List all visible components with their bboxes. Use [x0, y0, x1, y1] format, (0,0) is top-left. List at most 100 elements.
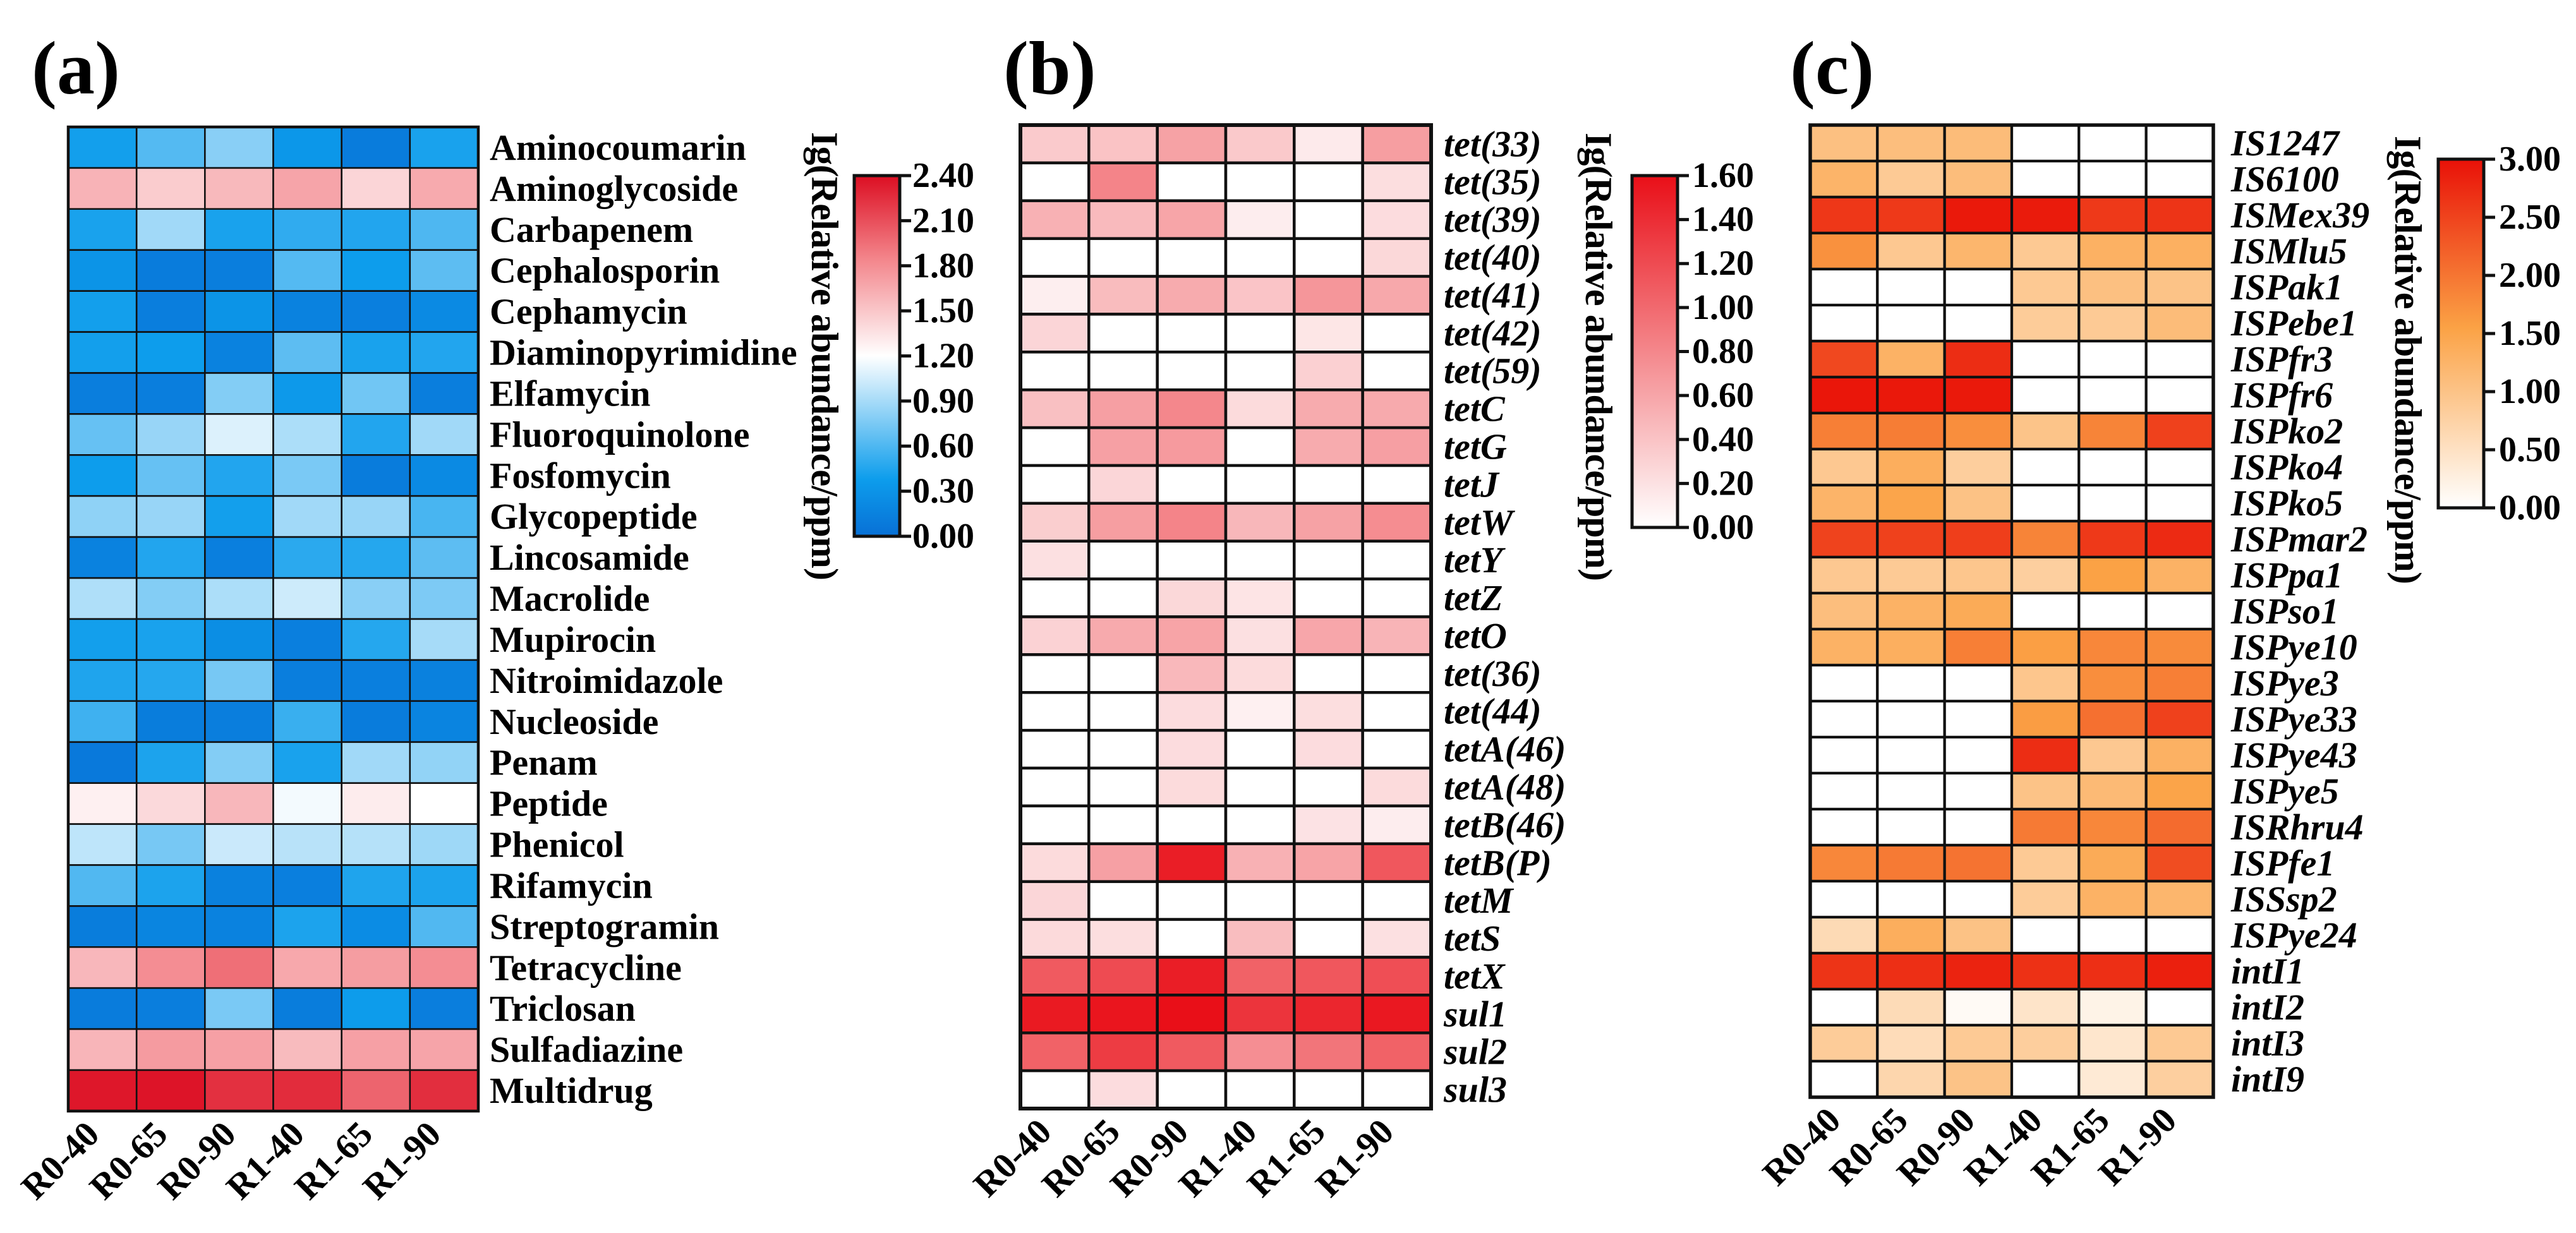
svg-text:ISPko2: ISPko2	[2230, 411, 2343, 452]
svg-text:tet(40): tet(40)	[1444, 237, 1542, 278]
svg-text:Fosfomycin: Fosfomycin	[490, 455, 671, 496]
svg-text:tetY: tetY	[1444, 539, 1506, 580]
svg-text:Cephamycin: Cephamycin	[490, 291, 687, 332]
svg-text:0.00: 0.00	[1692, 508, 1754, 547]
svg-text:ISMlu5: ISMlu5	[2230, 231, 2347, 272]
svg-text:tetW: tetW	[1444, 502, 1515, 543]
svg-text:Fluoroquinolone: Fluoroquinolone	[490, 414, 750, 455]
svg-text:Streptogramin: Streptogramin	[490, 906, 719, 947]
svg-text:0.60: 0.60	[1692, 376, 1754, 415]
svg-text:Tetracycline: Tetracycline	[490, 947, 682, 988]
svg-text:tetB(46): tetB(46)	[1444, 804, 1566, 845]
svg-text:1.80: 1.80	[912, 246, 974, 286]
svg-text:tetS: tetS	[1444, 918, 1501, 959]
svg-text:0.20: 0.20	[1692, 464, 1754, 503]
svg-text:3.00: 3.00	[2499, 140, 2561, 179]
svg-text:IS6100: IS6100	[2230, 159, 2339, 200]
svg-text:1.50: 1.50	[2499, 314, 2561, 353]
svg-text:Mupirocin: Mupirocin	[490, 619, 656, 660]
svg-text:sul1: sul1	[1443, 994, 1507, 1035]
svg-text:ISSsp2: ISSsp2	[2230, 879, 2337, 920]
svg-text:1.40: 1.40	[1692, 200, 1754, 239]
svg-text:sul3: sul3	[1443, 1069, 1507, 1110]
svg-text:Nucleoside: Nucleoside	[490, 701, 658, 742]
svg-text:0.40: 0.40	[1692, 420, 1754, 459]
svg-text:intI1: intI1	[2231, 951, 2304, 992]
svg-text:tetX: tetX	[1444, 956, 1506, 997]
svg-text:ISPpa1: ISPpa1	[2230, 555, 2343, 596]
svg-text:Nitroimidazole: Nitroimidazole	[490, 660, 723, 701]
svg-text:Peptide: Peptide	[490, 783, 608, 824]
svg-text:ISPebe1: ISPebe1	[2230, 303, 2357, 344]
svg-text:tet(39): tet(39)	[1444, 199, 1542, 240]
svg-text:1.00: 1.00	[2499, 372, 2561, 411]
svg-text:2.00: 2.00	[2499, 256, 2561, 295]
svg-text:ISPye10: ISPye10	[2230, 627, 2357, 668]
svg-text:ISPmar2: ISPmar2	[2230, 519, 2367, 560]
svg-text:0.60: 0.60	[912, 426, 974, 466]
svg-text:2.10: 2.10	[912, 201, 974, 240]
svg-text:Ig(Relative abundance/ppm): Ig(Relative abundance/ppm)	[2387, 136, 2429, 584]
svg-text:ISPak1: ISPak1	[2230, 267, 2343, 308]
svg-text:Rifamycin: Rifamycin	[490, 865, 653, 906]
svg-text:2.50: 2.50	[2499, 198, 2561, 237]
svg-text:1.50: 1.50	[912, 291, 974, 330]
svg-text:IS1247: IS1247	[2230, 123, 2340, 164]
svg-text:tet(44): tet(44)	[1444, 691, 1542, 732]
svg-text:Aminoglycoside: Aminoglycoside	[490, 168, 738, 209]
svg-text:ISPye3: ISPye3	[2230, 663, 2339, 704]
svg-text:tet(59): tet(59)	[1444, 351, 1542, 392]
svg-text:ISPko5: ISPko5	[2230, 483, 2343, 524]
svg-text:tetO: tetO	[1444, 615, 1507, 656]
svg-text:tet(36): tet(36)	[1444, 653, 1542, 694]
svg-text:Multidrug: Multidrug	[490, 1070, 653, 1111]
svg-text:tetM: tetM	[1444, 880, 1515, 921]
svg-text:ISMex39: ISMex39	[2230, 195, 2369, 236]
svg-text:tetJ: tetJ	[1444, 464, 1500, 505]
svg-text:ISRhru4: ISRhru4	[2230, 807, 2364, 848]
svg-text:Ig(Relative abundance/ppm): Ig(Relative abundance/ppm)	[804, 132, 845, 580]
svg-text:0.00: 0.00	[2499, 488, 2561, 527]
svg-text:sul2: sul2	[1443, 1032, 1507, 1073]
svg-text:Ig(Relative abundance/ppm): Ig(Relative abundance/ppm)	[1578, 133, 1619, 581]
svg-text:tetG: tetG	[1444, 426, 1507, 467]
svg-text:ISPye33: ISPye33	[2230, 699, 2357, 740]
svg-text:(c): (c)	[1790, 26, 1874, 110]
svg-text:tet(33): tet(33)	[1444, 123, 1542, 164]
svg-text:ISPko4: ISPko4	[2230, 447, 2343, 488]
svg-text:Carbapenem: Carbapenem	[490, 209, 693, 250]
svg-text:Lincosamide: Lincosamide	[490, 537, 689, 578]
svg-text:0.80: 0.80	[1692, 332, 1754, 371]
svg-text:tetZ: tetZ	[1444, 577, 1503, 618]
svg-text:ISPfr3: ISPfr3	[2230, 339, 2333, 380]
svg-text:Triclosan: Triclosan	[490, 988, 636, 1029]
svg-text:ISPso1: ISPso1	[2230, 591, 2339, 632]
svg-text:1.20: 1.20	[1692, 244, 1754, 283]
svg-text:tet(35): tet(35)	[1444, 161, 1542, 202]
svg-text:Diaminopyrimidine: Diaminopyrimidine	[490, 332, 797, 373]
svg-text:1.60: 1.60	[1692, 156, 1754, 195]
svg-text:tetA(48): tetA(48)	[1444, 767, 1566, 808]
svg-text:ISPye43: ISPye43	[2230, 735, 2357, 776]
svg-text:Elfamycin: Elfamycin	[490, 373, 651, 414]
svg-text:Phenicol: Phenicol	[490, 824, 624, 865]
svg-text:0.30: 0.30	[912, 472, 974, 511]
svg-text:ISPfe1: ISPfe1	[2230, 843, 2335, 884]
svg-text:1.00: 1.00	[1692, 288, 1754, 327]
svg-text:0.00: 0.00	[912, 517, 974, 556]
svg-text:ISPye5: ISPye5	[2230, 771, 2339, 812]
svg-text:Aminocoumarin: Aminocoumarin	[490, 127, 746, 168]
svg-text:Macrolide: Macrolide	[490, 578, 650, 619]
svg-text:Penam: Penam	[490, 742, 598, 783]
svg-text:tetC: tetC	[1444, 388, 1506, 430]
svg-text:intI9: intI9	[2231, 1059, 2304, 1100]
svg-text:intI3: intI3	[2231, 1023, 2304, 1064]
svg-text:tetB(P): tetB(P)	[1444, 842, 1552, 883]
svg-text:Cephalosporin: Cephalosporin	[490, 250, 720, 291]
svg-text:Glycopeptide: Glycopeptide	[490, 496, 698, 537]
svg-text:2.40: 2.40	[912, 156, 974, 195]
svg-text:0.50: 0.50	[2499, 430, 2561, 469]
svg-text:(a): (a)	[32, 26, 120, 110]
svg-text:tet(41): tet(41)	[1444, 275, 1542, 316]
svg-text:Sulfadiazine: Sulfadiazine	[490, 1029, 683, 1070]
